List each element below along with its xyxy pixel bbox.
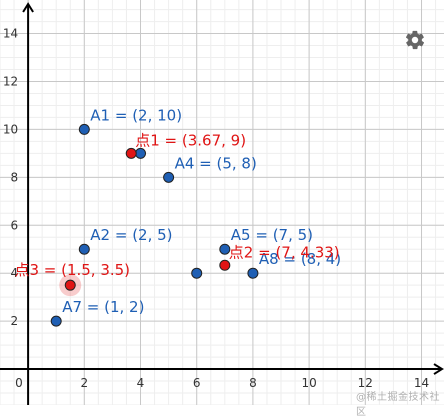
y-axis-arrow [22, 2, 34, 13]
y-tick-label: 4 [10, 266, 18, 280]
data-point[interactable] [135, 147, 147, 159]
x-tick-label: 0 [15, 376, 23, 390]
y-tick-label: 12 [3, 74, 18, 88]
data-point[interactable] [219, 243, 231, 255]
point-label: 点1 = (3.67, 9) [135, 131, 246, 149]
point-label: 点2 = (7, 4.33) [229, 243, 340, 261]
x-tick-label: 12 [358, 376, 373, 390]
data-point[interactable] [219, 259, 231, 271]
point-label: 点3 = (1.5, 3.5) [14, 261, 130, 279]
data-point[interactable] [50, 315, 62, 327]
y-tick-label: 2 [10, 314, 18, 328]
data-point[interactable] [64, 279, 76, 291]
x-tick-label: 10 [301, 376, 316, 390]
data-point[interactable] [125, 147, 137, 159]
y-tick-label: 8 [10, 170, 18, 184]
watermark: @稀土掘金技术社区 [356, 392, 440, 418]
point-label: A8 = (8, 4) [259, 250, 341, 268]
y-tick-label: 6 [10, 218, 18, 232]
scatter-plot[interactable]: 0 2 4 6 8 10 12 14 2 4 6 8 10 12 14 A1 = (2, 10) A2 = (2… [0, 0, 444, 405]
data-point[interactable] [191, 267, 203, 279]
point-label: A2 = (2, 5) [90, 226, 172, 244]
data-point[interactable] [78, 123, 90, 135]
point-label: A4 = (5, 8) [175, 154, 257, 172]
y-tick-label: 10 [3, 122, 18, 136]
x-tick-label: 4 [137, 376, 145, 390]
x-tick-label: 6 [193, 376, 201, 390]
data-point[interactable] [78, 243, 90, 255]
x-tick-label: 8 [249, 376, 257, 390]
x-axis-arrow [433, 363, 444, 375]
x-tick-label: 14 [414, 376, 429, 390]
point-label: A5 = (7, 5) [231, 226, 313, 244]
gear-icon[interactable] [404, 29, 426, 51]
x-tick-label: 2 [80, 376, 88, 390]
point-label: A7 = (1, 2) [62, 298, 144, 316]
point-label: A1 = (2, 10) [90, 106, 182, 124]
data-point[interactable] [163, 171, 175, 183]
y-tick-label: 14 [3, 27, 18, 41]
data-point[interactable] [247, 267, 259, 279]
